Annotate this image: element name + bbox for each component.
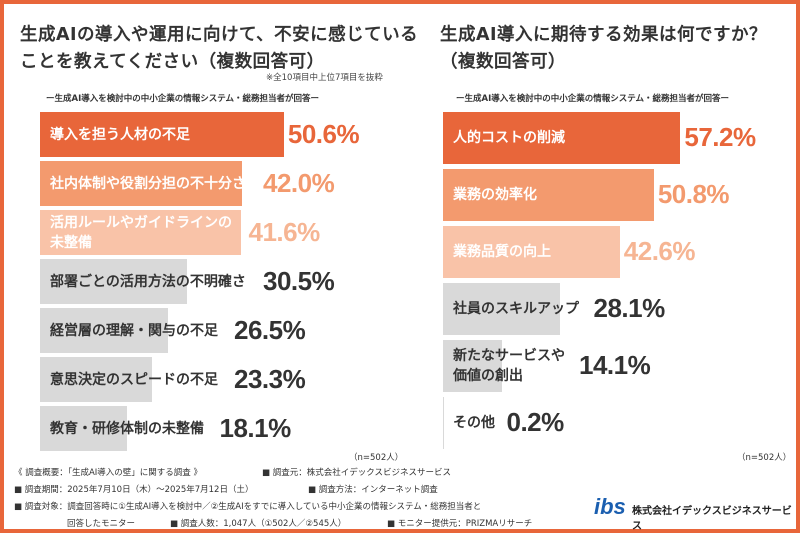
value-label: 23.3% xyxy=(234,363,306,394)
bar xyxy=(40,259,187,304)
footer-period: ■ 調査期間：2025年7月10日（木）～2025年7月12日（土） xyxy=(14,485,254,495)
infographic: 生成AIの導入や運用に向けて、不安に感じている ことを教えてください（複数回答可）… xyxy=(4,4,796,532)
bar xyxy=(40,161,243,206)
right-chart-title: 生成AI導入に期待する効果は何ですか？ （複数回答可） xyxy=(440,25,768,72)
company-name: 株式会社イデックスビジネスサービス xyxy=(632,506,792,532)
ibs-logo: ibs xyxy=(594,494,626,519)
right-chart-subtitle: ー生成AI導入を検討中の中小企業の情報システム・総務担当者が回答ー xyxy=(456,94,729,104)
bar-label: 人的コストの削減 xyxy=(453,130,565,146)
bar-label: 経営層の理解・関与の不足 xyxy=(50,322,218,339)
bar xyxy=(443,169,654,221)
bar-label: その他 xyxy=(453,415,495,431)
bar-label: 社内体制や役割分担の不十分さ xyxy=(50,175,246,192)
value-label: 18.1% xyxy=(219,412,292,443)
value-label: 42.0% xyxy=(263,167,335,198)
bar xyxy=(40,357,153,402)
value-label: 26.5% xyxy=(234,314,306,345)
left-sample-size: （n=502人） xyxy=(349,453,404,463)
value-label: 42.6% xyxy=(623,236,696,266)
bar xyxy=(443,283,560,335)
bar-label: 教育・研修体制の未整備 xyxy=(50,420,204,437)
bar-label: 新たなサービスや 価値の創出 xyxy=(453,348,565,384)
value-label: 41.6% xyxy=(248,216,321,247)
left-chart-subtitle: ー生成AI導入を検討中の中小企業の情報システム・総務担当者が回答ー xyxy=(46,94,319,104)
footer-target-cont: 回答したモニター xyxy=(67,519,136,529)
bar xyxy=(443,397,444,449)
value-label: 50.6% xyxy=(287,118,360,149)
footer-count: ■ 調査人数：1,047人（①502人／②545人） xyxy=(170,519,347,529)
bar-label: 意思決定のスピードの不足 xyxy=(50,371,218,388)
bar-label: 業務品質の向上 xyxy=(453,244,551,260)
bar-label: 社員のスキルアップ xyxy=(453,301,579,317)
value-label: 30.5% xyxy=(263,265,335,296)
bar-label: 導入を担う人材の不足 xyxy=(50,126,190,143)
footer-method: ■ 調査方法：インターネット調査 xyxy=(308,485,438,495)
bar xyxy=(443,226,620,278)
left-chart-title: 生成AIの導入や運用に向けて、不安に感じている ことを教えてください（複数回答可） xyxy=(20,25,419,72)
value-label: 50.8% xyxy=(657,179,730,209)
footer-target: ■ 調査対象：調査回答時に①生成AI導入を検討中／②生成AIをすでに導入している… xyxy=(14,502,482,512)
left-chart-note: ※全10項目中上位7項目を抜粋 xyxy=(266,73,383,83)
bar-label: 業務の効率化 xyxy=(453,187,537,203)
bar xyxy=(40,210,241,255)
bar xyxy=(40,308,168,353)
bar xyxy=(40,406,128,451)
bar xyxy=(443,112,681,164)
footer-source: ■ 調査元：株式会社イデックスビジネスサービス xyxy=(262,468,451,478)
bar xyxy=(443,340,502,392)
right-sample-size: （n=502人） xyxy=(737,453,792,463)
bar-label: 部署ごとの活用方法の不明確さ xyxy=(50,273,246,290)
value-label: 28.1% xyxy=(593,293,666,323)
footer-overview: 《 調査概要：「生成AI導入の壁」に関する調査 》 xyxy=(14,468,202,478)
value-label: 57.2% xyxy=(684,122,756,152)
value-label: 0.2% xyxy=(506,407,565,437)
bar-label: 活用ルールやガイドラインの 未整備 xyxy=(50,214,232,251)
footer-provider: ■ モニター提供元：PRIZMAリサーチ xyxy=(387,519,533,529)
value-label: 14.1% xyxy=(579,350,651,380)
bar xyxy=(40,112,284,157)
